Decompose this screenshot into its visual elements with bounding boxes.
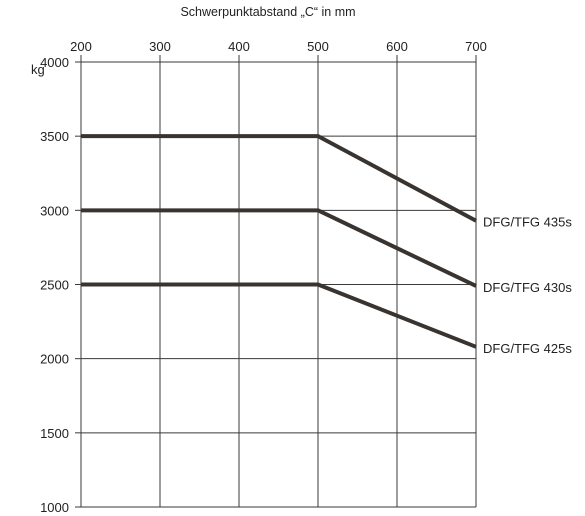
y-tick-label: 2000 bbox=[40, 352, 69, 367]
x-tick-label: 700 bbox=[465, 39, 487, 54]
y-tick-label: 2500 bbox=[40, 278, 69, 293]
x-tick-label: 400 bbox=[228, 39, 250, 54]
series-line bbox=[81, 208, 477, 288]
y-tick-label: 3000 bbox=[40, 203, 69, 218]
series-line bbox=[81, 134, 477, 223]
y-axis-unit-label: kg bbox=[31, 62, 45, 77]
x-tick-label: 200 bbox=[70, 39, 92, 54]
tick-labels: 200 300 400 500 600 700 1000 1500 2000 2500 3000 35… bbox=[40, 39, 487, 515]
series-line bbox=[81, 282, 477, 349]
x-tick-label: 500 bbox=[307, 39, 329, 54]
x-tick-label: 300 bbox=[149, 39, 171, 54]
y-tick-label: 1500 bbox=[40, 426, 69, 441]
chart-title: Schwerpunktabstand „C“ in mm bbox=[180, 5, 355, 19]
series-label: DFG/TFG 430s bbox=[483, 280, 572, 295]
series-labels: DFG/TFG 435s DFG/TFG 430s DFG/TFG 425s bbox=[483, 215, 572, 356]
y-tick-label: 4000 bbox=[40, 55, 69, 70]
series-label: DFG/TFG 425s bbox=[483, 341, 572, 356]
x-tick-label: 600 bbox=[386, 39, 408, 54]
series-lines bbox=[81, 134, 477, 349]
grid bbox=[75, 55, 477, 508]
y-tick-label: 1000 bbox=[40, 500, 69, 515]
series-label: DFG/TFG 435s bbox=[483, 215, 572, 230]
y-tick-label: 3500 bbox=[40, 129, 69, 144]
